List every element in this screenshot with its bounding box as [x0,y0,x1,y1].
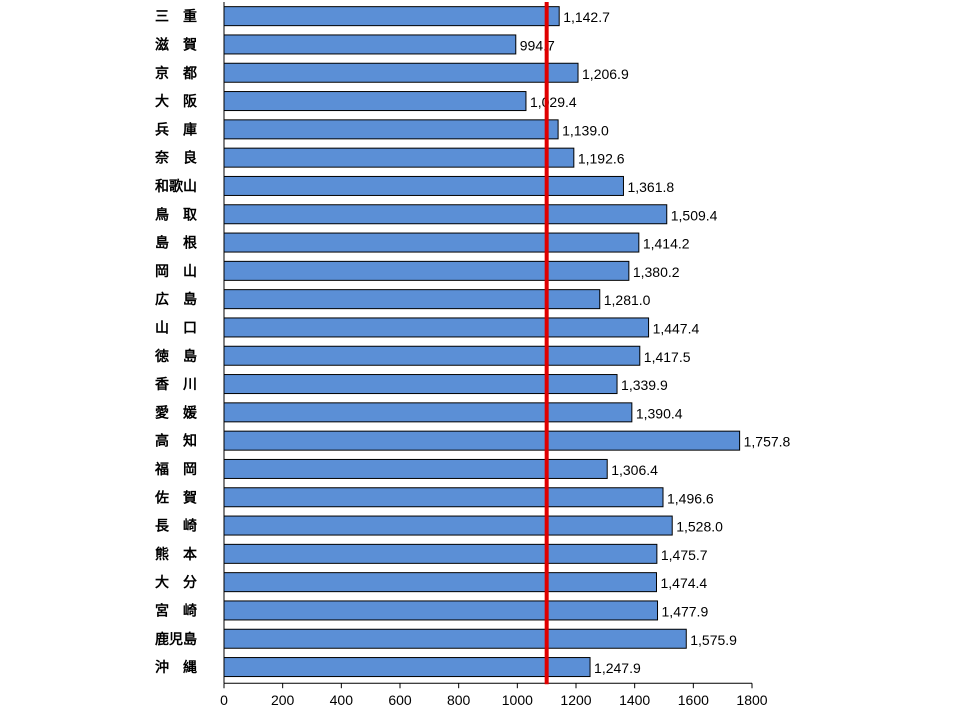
bar [223,374,618,395]
category-label: 滋 賀 [155,36,197,53]
category-label: 島 根 [155,235,198,252]
category-label: 奈 良 [154,150,197,167]
category-label: 高 知 [155,433,197,450]
bar [223,232,640,253]
category-label: 福 岡 [154,461,197,478]
x-tick-label: 1000 [502,692,533,708]
data-label: 1,417.5 [644,349,691,365]
x-tick-label: 0 [220,692,228,708]
data-label: 1,247.9 [594,660,641,676]
data-label: 1,475.7 [661,547,708,563]
data-label: 1,192.6 [578,151,625,167]
bar [223,430,741,451]
data-label: 1,757.8 [744,434,791,450]
bar [223,600,659,621]
bar [223,317,650,338]
data-label: 1,447.4 [653,320,700,336]
data-label: 1,139.0 [562,122,609,138]
category-label: 三 重 [155,8,197,25]
data-label: 1,281.0 [604,292,651,308]
x-axis: 0 200 400 600 800 1000 1200 1400 1600 1800 [220,2,768,708]
category-label: 兵 庫 [155,121,197,138]
bar [223,458,608,479]
data-label: 1,575.9 [690,632,737,648]
bar [223,62,579,83]
category-label: 長 崎 [155,518,197,535]
bar [223,34,517,55]
data-label: 1,339.9 [621,377,668,393]
bar [223,260,630,281]
data-label: 1,509.4 [671,207,718,223]
bar [223,487,664,508]
data-label: 1,029.4 [530,94,577,110]
category-label: 熊 本 [155,546,198,563]
category-label: 和歌山 [155,178,197,195]
x-tick-label: 1600 [678,692,709,708]
category-label: 徳 島 [154,348,197,365]
bar [223,572,657,593]
category-label: 鹿児島 [154,631,197,648]
category-label: 宮 崎 [155,602,197,619]
data-label: 1,477.9 [662,603,709,619]
bar [223,515,673,536]
category-label: 佐 賀 [154,489,197,506]
x-tick-label: 1200 [560,692,591,708]
category-label: 愛 媛 [155,404,198,421]
bar [223,175,624,196]
data-label: 994.7 [520,37,555,53]
bar [223,657,591,678]
bar [223,147,575,168]
category-label: 広 島 [155,291,197,308]
category-label: 大 分 [155,574,197,591]
category-label: 岡 山 [155,264,197,280]
data-label: 1,414.2 [643,236,690,252]
category-label: 山 口 [155,320,197,336]
bar [223,628,687,649]
data-label: 1,142.7 [563,9,610,25]
data-label: 1,380.2 [633,264,680,280]
data-label: 1,496.6 [667,490,714,506]
x-tick-label: 200 [271,692,295,708]
category-label: 鳥 取 [155,206,198,223]
data-label: 1,528.0 [676,519,723,535]
x-tick-label: 600 [388,692,412,708]
category-label: 大 阪 [155,93,198,110]
bar [223,6,560,27]
data-label: 1,361.8 [627,179,674,195]
bar [223,402,633,423]
category-label: 京 都 [155,65,197,82]
bar [223,204,668,225]
bar [223,543,658,564]
x-tick-label: 1400 [619,692,650,708]
bar [223,119,559,140]
x-tick-label: 800 [447,692,471,708]
x-tick-label: 400 [330,692,354,708]
x-tick-label: 1800 [736,692,767,708]
category-label: 香 川 [154,376,197,393]
bar [223,91,527,112]
bar [223,345,641,366]
data-label: 1,390.4 [636,405,683,421]
category-label: 沖 縄 [155,659,197,676]
data-label: 1,306.4 [611,462,658,478]
bar [223,289,601,310]
data-label: 1,206.9 [582,66,629,82]
data-label: 1,474.4 [660,575,707,591]
